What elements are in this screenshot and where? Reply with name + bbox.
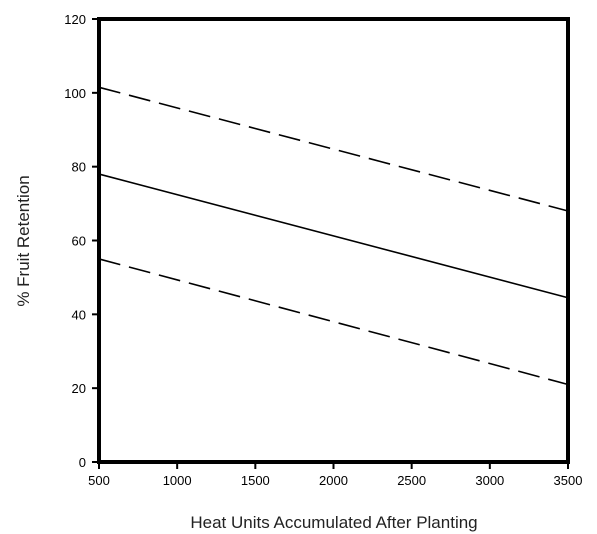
x-tick-label: 500 [88, 473, 110, 488]
y-axis-title: % Fruit Retention [14, 175, 33, 306]
series-line-2 [98, 173, 569, 299]
x-tick-label: 2500 [397, 473, 426, 488]
y-tick-label: 40 [72, 307, 86, 322]
axis-ticks [92, 18, 569, 469]
plot-frame [97, 17, 570, 464]
x-tick-label: 3500 [554, 473, 583, 488]
x-tick-label: 1000 [163, 473, 192, 488]
x-axis-title: Heat Units Accumulated After Planting [190, 513, 477, 532]
x-tick-label: 3000 [475, 473, 504, 488]
y-tick-label: 80 [72, 160, 86, 175]
series-line-3 [98, 258, 569, 386]
y-tick-label: 120 [64, 12, 86, 27]
x-tick-label: 2000 [319, 473, 348, 488]
series-layer [98, 86, 569, 386]
y-tick-label: 100 [64, 86, 86, 101]
y-tick-label: 60 [72, 234, 86, 249]
tick-labels: 500 1000 1500 2000 2500 3000 3500 0 20 40 60 80 100 1… [64, 12, 582, 488]
x-tick-label: 1500 [241, 473, 270, 488]
y-tick-label: 20 [72, 381, 86, 396]
y-tick-label: 0 [79, 455, 86, 470]
series-line-1 [98, 86, 569, 212]
